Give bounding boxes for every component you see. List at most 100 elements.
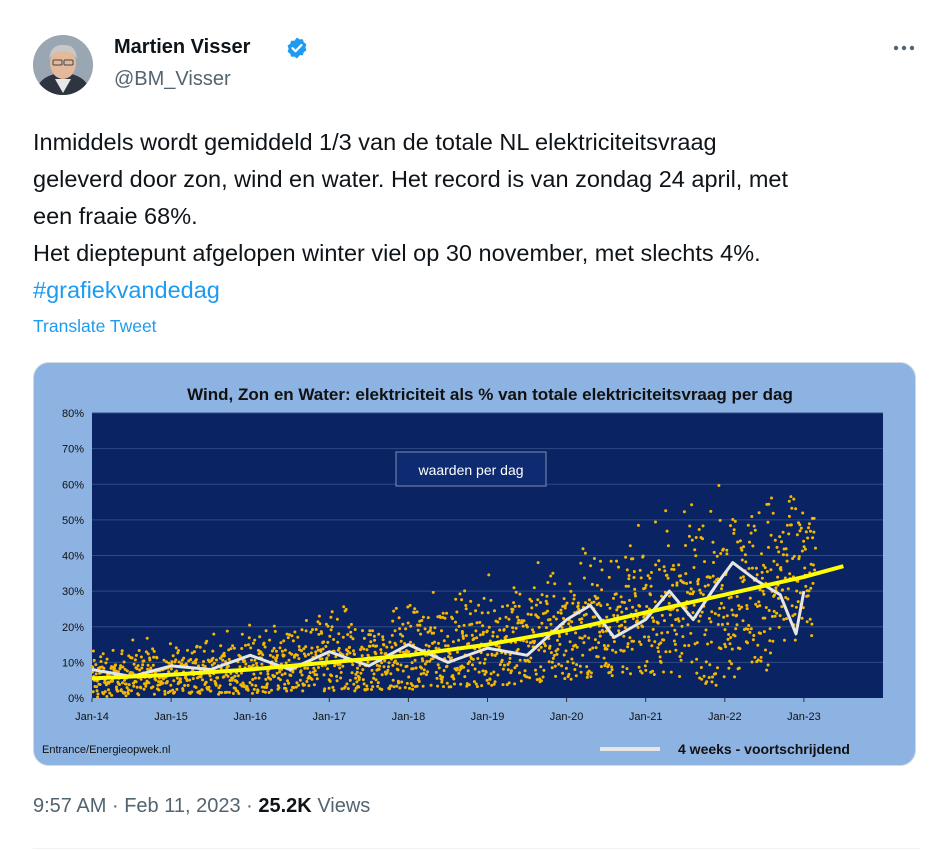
daily-point — [600, 568, 604, 572]
daily-point — [125, 669, 129, 673]
legend-label: 4 weeks - voortschrijdend — [678, 741, 850, 757]
daily-point — [746, 641, 749, 645]
daily-point — [357, 685, 361, 689]
daily-point — [684, 572, 688, 576]
daily-point — [771, 511, 775, 515]
daily-point — [146, 652, 150, 656]
daily-point — [231, 644, 235, 648]
daily-point — [373, 638, 377, 642]
daily-point — [766, 663, 770, 667]
daily-point — [335, 674, 339, 678]
daily-point — [345, 682, 349, 686]
daily-point — [723, 642, 727, 646]
daily-point — [759, 655, 763, 659]
daily-point — [503, 663, 506, 667]
daily-point — [733, 675, 736, 679]
daily-point — [707, 617, 711, 620]
daily-point — [710, 680, 714, 684]
daily-point — [360, 654, 364, 658]
daily-point — [480, 684, 484, 688]
avatar[interactable] — [33, 35, 93, 95]
daily-point — [675, 583, 679, 587]
daily-point — [571, 661, 575, 665]
daily-point — [756, 605, 759, 608]
daily-point — [390, 645, 394, 649]
author-name[interactable]: Martien Visser — [114, 36, 251, 58]
tweet-time[interactable]: 9:57 AM — [33, 795, 107, 817]
daily-point — [794, 507, 798, 511]
daily-point — [320, 631, 324, 635]
daily-point — [99, 660, 103, 663]
daily-point — [388, 687, 391, 691]
daily-point — [606, 644, 610, 648]
more-options-button[interactable] — [888, 32, 920, 64]
daily-point — [536, 616, 540, 619]
daily-point — [237, 692, 241, 695]
daily-point — [513, 666, 517, 670]
daily-point — [357, 676, 361, 680]
tweet-date[interactable]: Feb 11, 2023 — [124, 795, 241, 817]
daily-point — [417, 677, 421, 681]
daily-point — [735, 613, 739, 617]
daily-point — [727, 633, 731, 636]
daily-point — [216, 676, 220, 680]
daily-point — [303, 683, 306, 687]
daily-point — [714, 683, 718, 687]
daily-point — [582, 641, 586, 645]
daily-point — [351, 637, 355, 641]
daily-point — [670, 623, 674, 627]
daily-point — [780, 540, 783, 544]
daily-point — [475, 621, 479, 625]
daily-point — [315, 673, 319, 677]
daily-point — [300, 628, 304, 632]
daily-point — [573, 643, 577, 647]
daily-point — [482, 596, 486, 600]
daily-point — [142, 687, 146, 691]
daily-point — [207, 685, 211, 689]
daily-point — [751, 544, 755, 548]
tweet-line: Het dieptepunt afgelopen winter viel op … — [33, 240, 761, 266]
author-handle[interactable]: @BM_Visser — [114, 68, 231, 90]
daily-point — [571, 601, 575, 605]
daily-point — [155, 656, 159, 660]
daily-point — [763, 616, 767, 620]
daily-point — [209, 689, 213, 693]
daily-point — [584, 612, 588, 616]
daily-point — [785, 559, 789, 563]
moving-average-line — [91, 561, 806, 679]
views-label: Views — [317, 795, 371, 817]
daily-point — [124, 694, 128, 698]
daily-point — [377, 667, 381, 671]
daily-point — [275, 671, 279, 675]
y-tick-label: 10% — [62, 657, 84, 669]
daily-point — [162, 658, 166, 662]
daily-point — [800, 549, 804, 553]
daily-point — [590, 582, 594, 586]
daily-point — [541, 675, 545, 679]
daily-point — [329, 615, 333, 619]
daily-point — [746, 523, 750, 527]
daily-point — [227, 648, 231, 652]
daily-point — [145, 636, 149, 640]
daily-point — [265, 682, 269, 686]
daily-point — [596, 596, 600, 600]
daily-point — [457, 638, 461, 642]
daily-point — [559, 611, 563, 615]
daily-point — [789, 523, 793, 527]
daily-point — [638, 604, 642, 608]
daily-point — [811, 536, 815, 540]
daily-point — [718, 606, 722, 610]
daily-point — [371, 685, 375, 689]
daily-point — [562, 653, 566, 657]
daily-point — [533, 639, 536, 643]
daily-point — [559, 608, 563, 612]
tweet-media-chart[interactable]: Wind, Zon en Water: elektriciteit als % … — [33, 362, 916, 766]
daily-point — [447, 655, 451, 659]
hashtag-link[interactable]: #grafiekvandedag — [33, 277, 220, 303]
translate-tweet-link[interactable]: Translate Tweet — [33, 316, 157, 336]
daily-point — [803, 566, 807, 570]
daily-point — [91, 690, 95, 694]
daily-point — [791, 557, 795, 560]
daily-point — [589, 564, 593, 568]
daily-point — [652, 619, 656, 623]
